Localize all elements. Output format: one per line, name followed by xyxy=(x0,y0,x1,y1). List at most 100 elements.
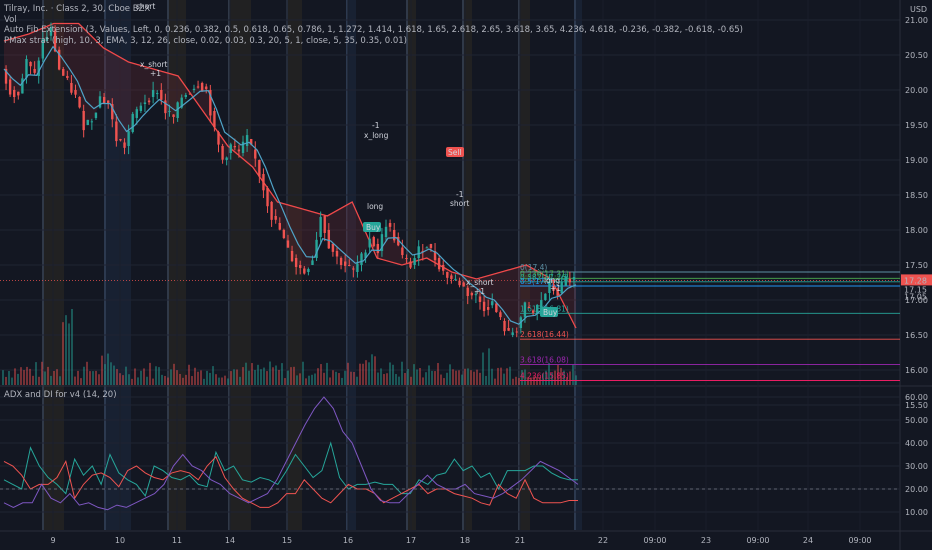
volume-bar xyxy=(284,378,286,385)
volume-bar xyxy=(452,369,454,385)
ema-line xyxy=(3,45,577,325)
volume-bar xyxy=(155,366,157,385)
candle-body xyxy=(57,49,61,70)
volume-bar xyxy=(539,377,541,385)
fib-level-label: 2.618(16.44) xyxy=(520,330,569,339)
candle-body xyxy=(135,109,138,118)
time-tick-label: 09:00 xyxy=(848,536,871,545)
volume-bar xyxy=(74,376,76,385)
vol-label[interactable]: Vol xyxy=(4,15,17,25)
candle-body xyxy=(282,230,286,239)
volume-bar xyxy=(239,376,241,385)
candle-body xyxy=(380,234,384,251)
volume-bar xyxy=(494,378,496,385)
candle-body xyxy=(74,90,77,95)
volume-bar xyxy=(179,373,181,385)
price-tick-label: 15.50 xyxy=(905,401,928,410)
volume-bar xyxy=(509,366,511,385)
volume-bar xyxy=(44,371,46,385)
volume-bar xyxy=(50,375,52,385)
volume-bar xyxy=(173,363,175,385)
candle-body xyxy=(205,86,208,90)
volume-bar xyxy=(143,368,145,385)
candle-body xyxy=(151,90,155,97)
candle-body xyxy=(552,286,555,291)
last-price-value-c: 17.05 xyxy=(904,293,927,302)
time-tick-label: 18 xyxy=(460,536,470,545)
volume-bar xyxy=(401,361,403,385)
volume-bar xyxy=(26,366,28,385)
candle-body xyxy=(437,258,441,270)
candle-body xyxy=(331,244,335,252)
volume-bar xyxy=(332,370,334,385)
candle-body xyxy=(417,246,420,258)
candle-body xyxy=(286,240,290,248)
candle-body xyxy=(266,188,269,207)
candle-body xyxy=(66,76,69,78)
candle-body xyxy=(392,230,396,241)
symbol-legend: Tilray, Inc. · Class 2, 30, Cboe BZX xyxy=(4,4,150,15)
volume-bar xyxy=(443,378,445,385)
volume-bar xyxy=(338,373,340,385)
volume-bar xyxy=(476,369,478,385)
volume-bar xyxy=(65,315,67,385)
candle-body xyxy=(25,58,28,78)
volume-bar xyxy=(176,370,178,385)
candle-body xyxy=(270,202,273,220)
volume-bar xyxy=(101,355,103,385)
candle-body xyxy=(70,83,73,93)
candle-body xyxy=(62,69,65,76)
candle-body xyxy=(90,121,94,123)
candle-body xyxy=(168,110,171,112)
volume-bar xyxy=(455,370,457,385)
candle-body xyxy=(425,247,429,249)
volume-bar xyxy=(428,365,430,385)
volume-bar xyxy=(80,378,82,385)
fib-level-label: 0(17.4) xyxy=(520,263,547,272)
volume-bar xyxy=(164,375,166,385)
volume-bar xyxy=(29,368,31,385)
candle-body xyxy=(413,258,416,265)
candle-body xyxy=(397,237,400,246)
volume-bar xyxy=(269,361,271,385)
volume-bar xyxy=(287,370,289,385)
volume-bar xyxy=(254,370,256,385)
candle-body xyxy=(98,96,102,108)
volume-bar xyxy=(194,367,196,385)
adx-tick-label: 40.00 xyxy=(905,439,928,448)
volume-bar xyxy=(563,370,565,385)
candle-body xyxy=(200,83,204,92)
candle-body xyxy=(368,238,371,248)
volume-bar xyxy=(290,367,292,385)
volume-bar xyxy=(302,361,304,385)
candle-body xyxy=(290,251,294,262)
volume-bar xyxy=(197,371,199,385)
volume-bar xyxy=(326,362,328,385)
volume-bar xyxy=(422,377,424,385)
pmax-indicator-label[interactable]: PMax strat (high, 10, 3, EMA, 3, 12, 26,… xyxy=(4,36,407,46)
volume-bar xyxy=(374,356,376,385)
buy-badge-b xyxy=(540,307,558,317)
price-tick-label: 18.50 xyxy=(905,191,928,200)
volume-bar xyxy=(158,367,160,385)
candle-body xyxy=(572,277,576,280)
candle-body xyxy=(450,275,453,280)
fib-indicator-label[interactable]: Auto Fib Extension (3, Values, Left, 0, … xyxy=(4,25,743,35)
volume-bar xyxy=(458,370,460,385)
volume-bar xyxy=(62,322,64,385)
symbol-title[interactable]: Tilray, Inc. · Class 2, 30, Cboe BZX xyxy=(4,4,151,14)
volume-bar xyxy=(209,372,211,385)
volume-bar xyxy=(425,372,427,385)
volume-bar xyxy=(59,376,61,385)
candle-body xyxy=(8,79,12,95)
pmax-legend: PMax strat (high, 10, 3, EMA, 3, 12, 26,… xyxy=(4,36,407,47)
candle-body xyxy=(131,113,134,132)
adx-indicator-label[interactable]: ADX and DI for v4 (14, 20) xyxy=(4,390,117,400)
candle-body xyxy=(568,279,572,283)
volume-bar xyxy=(146,376,148,385)
volume-bar xyxy=(548,362,550,385)
candle-body xyxy=(323,216,326,233)
candle-body xyxy=(470,293,474,296)
volume-bar xyxy=(317,368,319,385)
